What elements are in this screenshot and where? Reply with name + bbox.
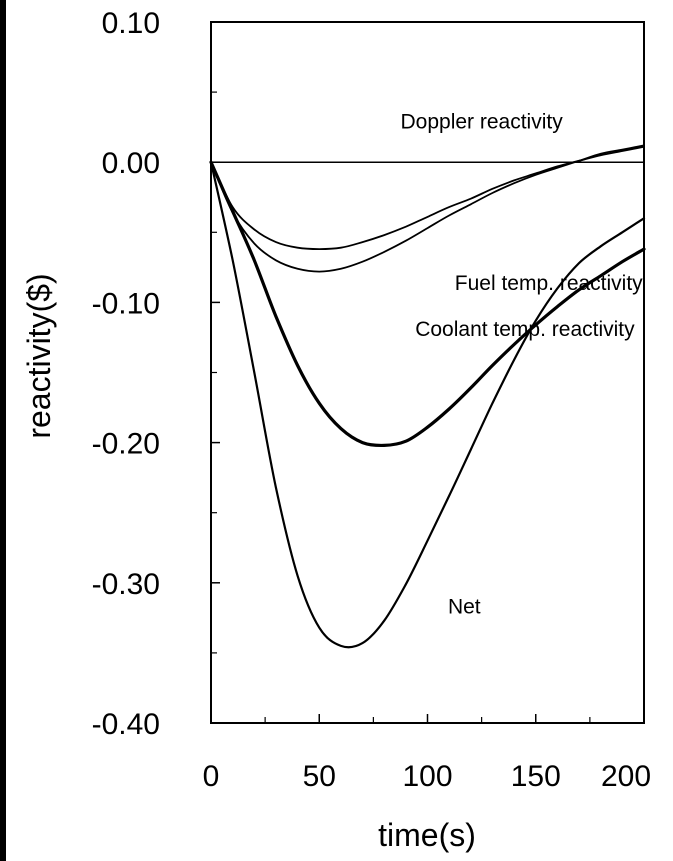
series-line-net bbox=[209, 161, 646, 649]
annotation-net: Net bbox=[448, 596, 481, 619]
annotation-fuel-temp-reactivity: Fuel temp. reactivity bbox=[455, 272, 643, 295]
series-lines bbox=[209, 144, 646, 649]
x-tick-label: 150 bbox=[511, 760, 561, 793]
y-tick-label: -0.30 bbox=[92, 568, 160, 601]
series-annotations: Doppler reactivity Fuel temp. reactivity C… bbox=[401, 111, 644, 619]
x-tick-label: 200 bbox=[601, 760, 651, 793]
x-tick-label: 50 bbox=[303, 760, 336, 793]
y-tick-label: 0.00 bbox=[102, 147, 160, 180]
x-axis-title: time(s) bbox=[378, 817, 476, 853]
y-tick-label: -0.40 bbox=[92, 708, 160, 741]
y-axis-title: reactivity($) bbox=[21, 273, 57, 438]
series-line-fuel-temp-reactivity bbox=[210, 144, 645, 273]
left-edge-bar bbox=[0, 0, 6, 861]
x-tick-label: 0 bbox=[203, 760, 220, 793]
x-tick-label: 100 bbox=[402, 760, 452, 793]
axis-ticks bbox=[210, 21, 645, 724]
x-tick-labels: 0 50 100 150 200 bbox=[203, 760, 651, 793]
y-tick-label: 0.10 bbox=[102, 7, 160, 40]
series-line-coolant-temp-reactivity bbox=[209, 160, 646, 448]
annotation-doppler-reactivity: Doppler reactivity bbox=[401, 111, 564, 134]
y-tick-label: -0.20 bbox=[92, 428, 160, 461]
annotation-coolant-temp-reactivity: Coolant temp. reactivity bbox=[415, 318, 635, 341]
y-tick-labels: 0.10 0.00 -0.10 -0.20 -0.30 -0.40 bbox=[92, 7, 160, 741]
y-tick-label: -0.10 bbox=[92, 287, 160, 320]
